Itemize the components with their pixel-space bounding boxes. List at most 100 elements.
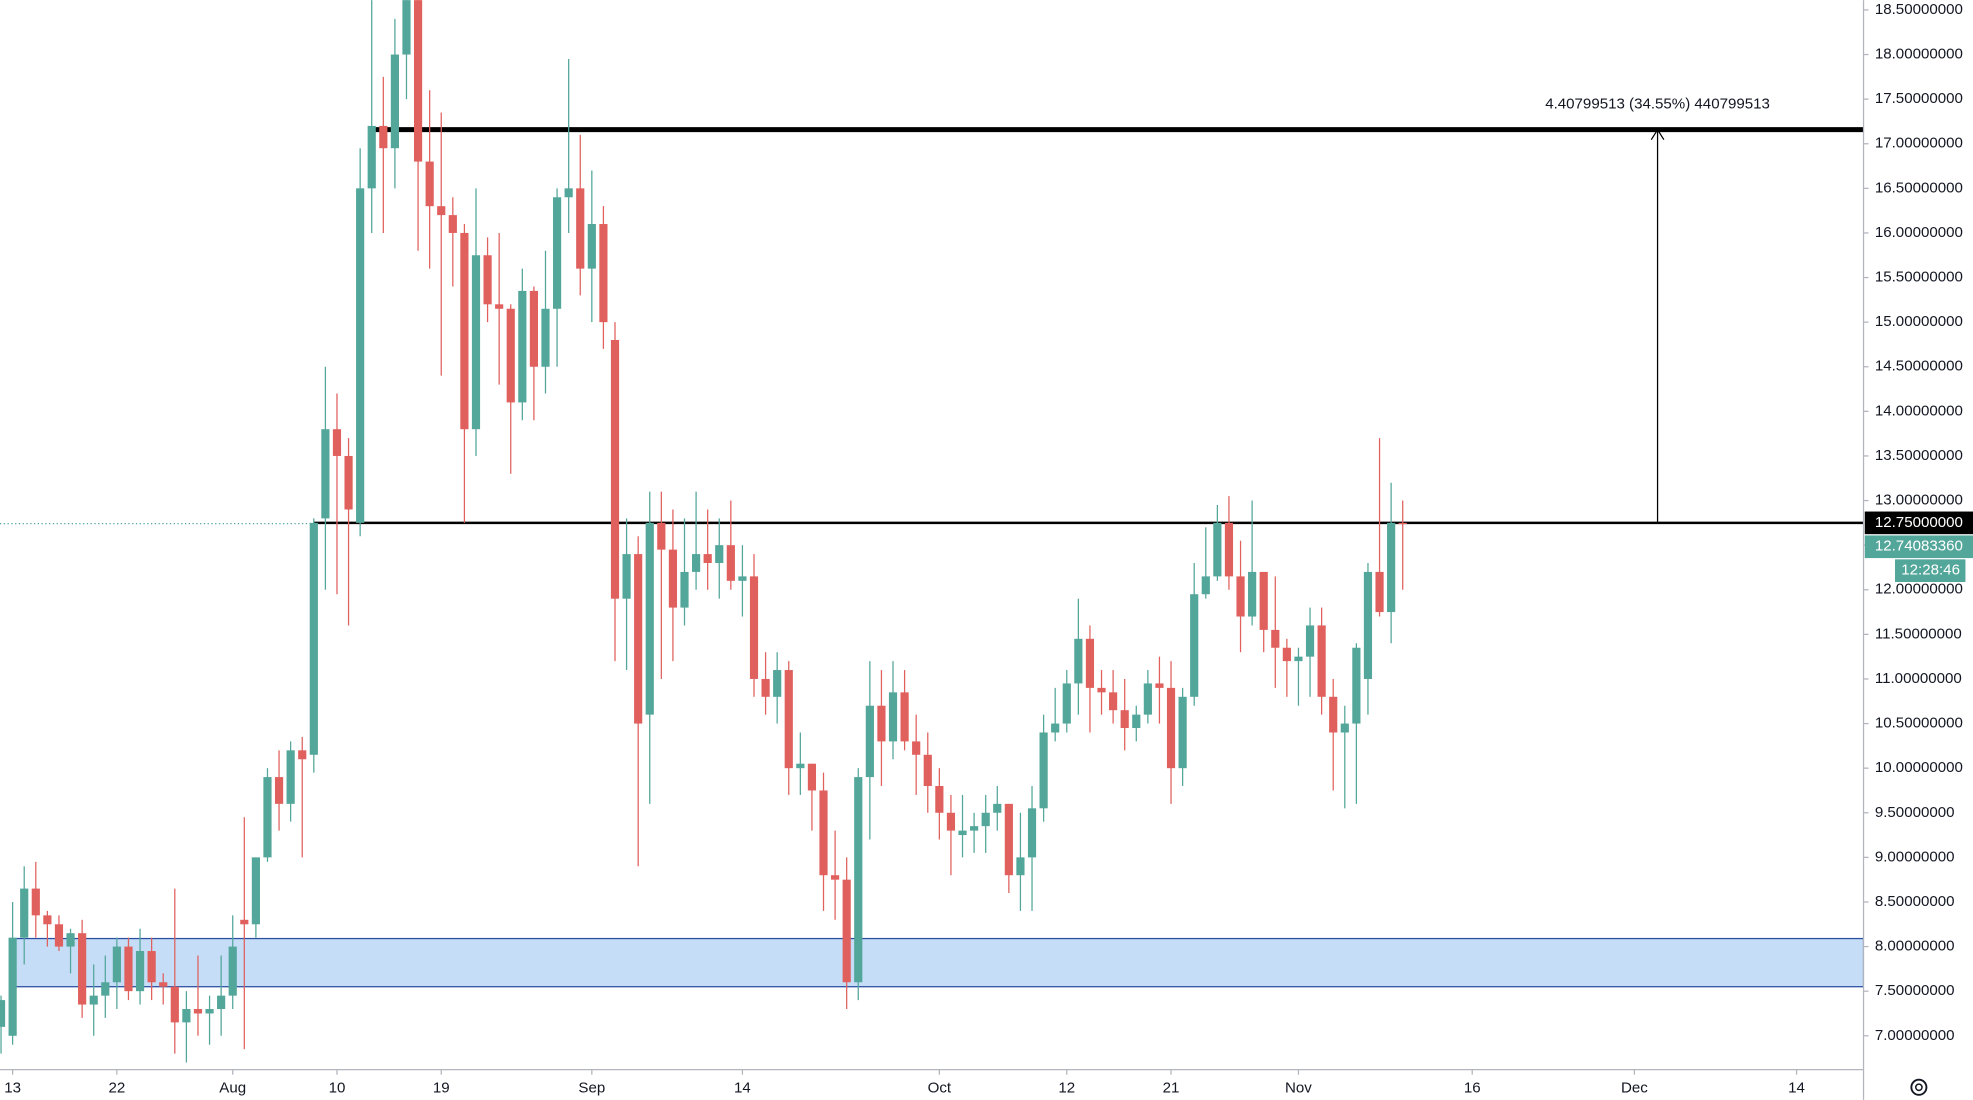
candle-body — [831, 875, 840, 880]
x-tick-label: 22 — [108, 1080, 125, 1097]
candle-body — [1387, 522, 1396, 613]
support-price-label: 12.75000000 — [1875, 514, 1963, 531]
candle-body — [332, 429, 342, 456]
candle-body — [691, 554, 701, 572]
y-tick-label: 8.50000000 — [1875, 893, 1955, 910]
candle-body — [946, 812, 956, 831]
x-tick-label: Aug — [219, 1080, 246, 1097]
x-tick-label: Oct — [928, 1080, 952, 1097]
candle-body — [379, 125, 388, 149]
y-tick-label: 7.00000000 — [1875, 1027, 1955, 1044]
candle-body — [437, 206, 446, 216]
candle-body — [668, 549, 678, 608]
candle-body — [680, 571, 689, 608]
candle-body — [182, 1009, 191, 1023]
candle-body — [807, 763, 817, 791]
x-tick-label: 12 — [1058, 1080, 1075, 1097]
x-tick-label: 14 — [1788, 1080, 1805, 1097]
candle-body — [402, 0, 411, 55]
candle-body — [981, 812, 990, 827]
candle-body — [1259, 571, 1268, 630]
candle-body — [240, 919, 249, 925]
candle-body — [1016, 857, 1025, 876]
support-zone — [11, 937, 1864, 988]
candle-body — [529, 290, 538, 367]
candle-body — [773, 670, 782, 697]
candle-body — [993, 803, 1002, 813]
candle-body — [425, 161, 434, 207]
candle-body — [622, 554, 631, 599]
candle-body — [217, 995, 226, 1010]
candle-body — [599, 224, 608, 323]
candle-body — [1027, 808, 1037, 858]
candle-body — [54, 924, 64, 947]
settings-icon[interactable] — [1910, 1078, 1928, 1096]
measure-label: 4.40799513 (34.55%) 440799513 — [1545, 95, 1770, 112]
candle-body — [1236, 576, 1245, 617]
candle-body — [1155, 683, 1164, 688]
x-tick-label: Nov — [1285, 1080, 1312, 1097]
candle-body — [888, 692, 898, 742]
candle-body — [101, 982, 110, 996]
candle-body — [448, 215, 457, 233]
candle-body — [587, 224, 596, 269]
candle-body — [1329, 696, 1338, 733]
candle-body — [193, 1009, 203, 1014]
candle-body — [1271, 629, 1280, 648]
candle-body — [564, 188, 573, 198]
candle-body — [170, 986, 179, 1023]
candle-body — [495, 304, 504, 309]
candle-body — [610, 339, 620, 599]
y-tick-label: 10.50000000 — [1875, 715, 1963, 732]
candle-body — [935, 786, 944, 813]
candle-body — [1294, 656, 1303, 662]
y-tick-label: 8.00000000 — [1875, 938, 1955, 955]
candle-body — [147, 951, 156, 983]
candle-body — [1004, 803, 1013, 876]
candle-body — [1201, 576, 1210, 595]
candle-body — [483, 255, 492, 305]
candle-body — [124, 946, 133, 992]
candle-body — [31, 888, 40, 916]
y-tick-label: 18.50000000 — [1875, 1, 1963, 18]
candle-body — [900, 692, 909, 742]
candle-body — [715, 545, 724, 563]
x-tick-label: 13 — [4, 1080, 21, 1097]
y-tick-label: 9.50000000 — [1875, 804, 1955, 821]
candle-body — [552, 197, 562, 309]
candle-body — [738, 576, 747, 581]
candle-body — [298, 750, 307, 760]
candle-body — [274, 777, 284, 804]
candle-body — [390, 54, 399, 149]
x-tick-label: 14 — [734, 1080, 751, 1097]
candle-body — [89, 995, 98, 1005]
y-tick-label: 16.50000000 — [1875, 179, 1963, 196]
candle-body — [970, 826, 979, 831]
candle-body — [460, 232, 469, 430]
candle-body — [66, 933, 75, 947]
plot-area: 4.40799513 (34.55%) 440799513 — [0, 0, 1864, 1063]
candle-body — [726, 545, 735, 581]
candle-body — [1097, 687, 1106, 693]
candle-body — [1085, 638, 1095, 688]
candle-body — [1317, 625, 1326, 697]
y-tick-label: 15.00000000 — [1875, 313, 1963, 330]
candle-body — [1190, 594, 1199, 697]
y-tick-label: 7.50000000 — [1875, 982, 1955, 999]
candle-body — [865, 705, 874, 778]
candle-body — [1039, 732, 1048, 809]
candle-body — [1132, 714, 1141, 729]
candle-body — [251, 857, 260, 925]
candle-body — [1062, 683, 1071, 724]
y-tick-label: 17.50000000 — [1875, 90, 1963, 107]
candle-body — [1074, 638, 1083, 684]
candle-body — [228, 946, 237, 996]
candle-body — [645, 522, 654, 715]
candle-body — [1109, 692, 1118, 711]
candle-body — [135, 951, 145, 992]
candle-body — [8, 937, 17, 1036]
last-price-box — [1864, 535, 1973, 559]
candle-body — [819, 790, 828, 876]
candle-body — [518, 290, 527, 403]
